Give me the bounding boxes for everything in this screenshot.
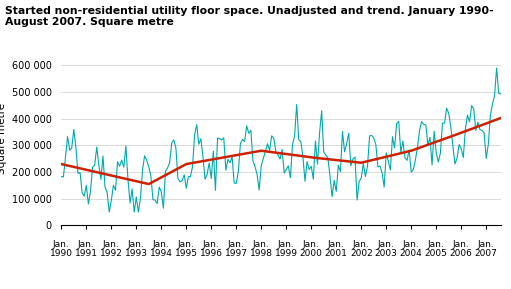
Text: Jan.: Jan. <box>478 240 495 249</box>
Text: Jan.: Jan. <box>328 240 344 249</box>
Text: 1993: 1993 <box>125 249 148 258</box>
Text: 2003: 2003 <box>375 249 398 258</box>
Text: 2005: 2005 <box>425 249 448 258</box>
Text: 2002: 2002 <box>350 249 373 258</box>
Y-axis label: Square metre: Square metre <box>0 103 8 174</box>
Text: Jan.: Jan. <box>403 240 420 249</box>
Text: 1999: 1999 <box>275 249 298 258</box>
Text: Jan.: Jan. <box>453 240 470 249</box>
Text: 2004: 2004 <box>400 249 423 258</box>
Text: 2006: 2006 <box>450 249 473 258</box>
Text: 1997: 1997 <box>225 249 248 258</box>
Text: 1992: 1992 <box>100 249 123 258</box>
Text: Jan.: Jan. <box>203 240 220 249</box>
Text: Jan.: Jan. <box>178 240 195 249</box>
Text: Jan.: Jan. <box>303 240 319 249</box>
Text: Jan.: Jan. <box>103 240 120 249</box>
Text: 2000: 2000 <box>300 249 322 258</box>
Text: Jan.: Jan. <box>128 240 145 249</box>
Text: Jan.: Jan. <box>78 240 95 249</box>
Text: Jan.: Jan. <box>53 240 69 249</box>
Text: Started non-residential utility floor space. Unadjusted and trend. January 1990-: Started non-residential utility floor sp… <box>5 6 494 27</box>
Text: 1995: 1995 <box>175 249 198 258</box>
Text: 1998: 1998 <box>250 249 273 258</box>
Legend: Non-residential utility floor space, unadjusted, Non-residential utility floor s: Non-residential utility floor space, una… <box>53 288 509 289</box>
Text: Jan.: Jan. <box>228 240 245 249</box>
Text: 1991: 1991 <box>75 249 98 258</box>
Text: Jan.: Jan. <box>153 240 170 249</box>
Text: 2001: 2001 <box>325 249 347 258</box>
Text: Jan.: Jan. <box>428 240 445 249</box>
Text: Jan.: Jan. <box>278 240 295 249</box>
Text: 1994: 1994 <box>150 249 173 258</box>
Text: Jan.: Jan. <box>378 240 394 249</box>
Text: 1996: 1996 <box>200 249 223 258</box>
Text: Jan.: Jan. <box>353 240 369 249</box>
Text: 1990: 1990 <box>50 249 73 258</box>
Text: 2007: 2007 <box>475 249 498 258</box>
Text: Jan.: Jan. <box>253 240 270 249</box>
